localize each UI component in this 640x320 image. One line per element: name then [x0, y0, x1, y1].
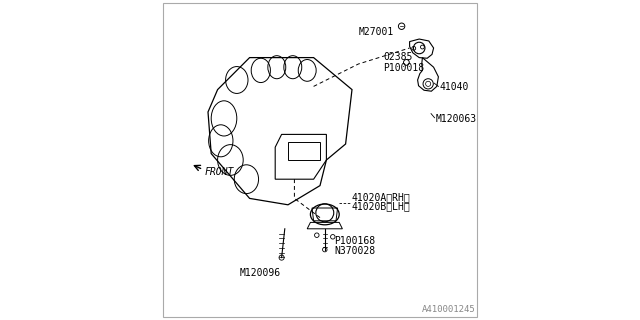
Text: 41020B〈LH〉: 41020B〈LH〉	[352, 201, 411, 212]
Text: P100168: P100168	[334, 236, 376, 246]
Text: 41040: 41040	[439, 82, 468, 92]
Text: N370028: N370028	[334, 246, 376, 256]
Text: A410001245: A410001245	[422, 305, 475, 314]
Text: FRONT: FRONT	[205, 167, 234, 177]
Text: P100018: P100018	[383, 63, 424, 73]
Text: M27001: M27001	[358, 27, 394, 37]
Text: M120096: M120096	[240, 268, 281, 278]
Text: 02385: 02385	[383, 52, 412, 62]
Text: M120063: M120063	[435, 114, 476, 124]
Text: 41020A〈RH〉: 41020A〈RH〉	[352, 192, 411, 202]
